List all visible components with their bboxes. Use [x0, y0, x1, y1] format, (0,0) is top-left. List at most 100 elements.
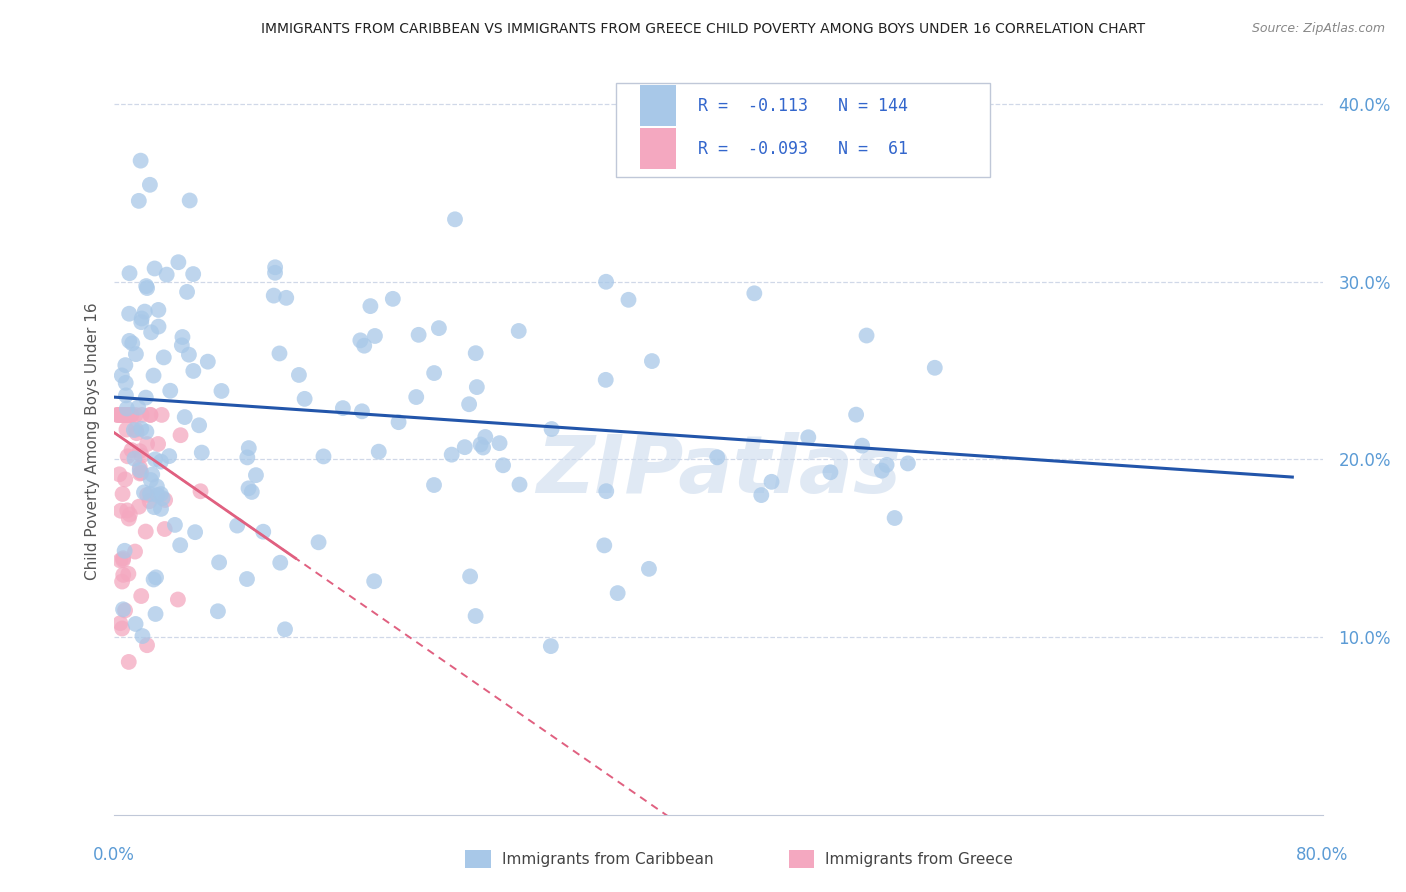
Point: [464, 609, 486, 624]
Point: [855, 328, 877, 343]
Point: [617, 293, 640, 307]
Point: [132, 485, 155, 500]
Point: [111, 487, 134, 501]
Point: [110, 553, 132, 567]
Point: [115, 423, 138, 437]
Point: [108, 408, 131, 422]
Point: [139, 473, 162, 487]
Point: [129, 422, 152, 436]
Point: [238, 441, 260, 455]
Point: [135, 425, 157, 439]
Point: [125, 426, 148, 441]
Point: [138, 494, 160, 508]
Point: [115, 503, 138, 517]
Point: [245, 468, 267, 483]
Point: [135, 524, 157, 539]
Point: [207, 604, 229, 618]
Point: [350, 404, 373, 418]
Point: [112, 551, 135, 566]
Point: [131, 311, 153, 326]
Point: [294, 392, 316, 406]
Point: [118, 655, 141, 669]
Point: [146, 488, 169, 502]
Point: [226, 518, 249, 533]
Point: [111, 622, 134, 636]
Point: [129, 466, 152, 480]
Point: [146, 479, 169, 493]
Point: [269, 556, 291, 570]
Point: [423, 478, 446, 492]
Point: [405, 390, 427, 404]
Point: [876, 458, 898, 472]
Point: [135, 391, 157, 405]
Point: [367, 444, 389, 458]
Point: [408, 327, 430, 342]
Point: [118, 408, 141, 422]
Point: [540, 639, 562, 653]
Point: [148, 302, 170, 317]
Point: [139, 178, 162, 192]
Point: [263, 288, 285, 302]
Point: [128, 194, 150, 208]
Point: [474, 430, 496, 444]
Point: [312, 450, 335, 464]
Point: [387, 415, 409, 429]
Point: [167, 255, 190, 269]
Point: [112, 602, 135, 616]
Point: [121, 336, 143, 351]
Point: [641, 354, 664, 368]
Point: [269, 346, 291, 360]
Point: [252, 524, 274, 539]
Point: [595, 373, 617, 387]
Point: [150, 408, 173, 422]
Point: [595, 275, 617, 289]
Point: [114, 376, 136, 390]
Point: [108, 408, 131, 422]
Point: [238, 481, 260, 495]
Point: [148, 319, 170, 334]
Point: [111, 408, 134, 422]
Point: [308, 535, 330, 549]
Point: [135, 279, 157, 293]
Point: [156, 268, 179, 282]
Point: [264, 260, 287, 275]
Point: [136, 437, 159, 451]
Point: [114, 472, 136, 486]
Point: [125, 422, 148, 436]
Point: [851, 439, 873, 453]
Point: [114, 408, 136, 422]
Point: [264, 266, 287, 280]
Point: [112, 408, 135, 422]
Point: [117, 566, 139, 581]
Point: [159, 384, 181, 398]
Point: [173, 410, 195, 425]
Point: [114, 408, 136, 422]
Point: [114, 358, 136, 372]
Point: [181, 267, 204, 281]
Point: [153, 493, 176, 508]
Point: [120, 408, 142, 422]
Y-axis label: Child Poverty Among Boys Under 16: Child Poverty Among Boys Under 16: [86, 302, 100, 581]
Point: [540, 422, 562, 436]
Point: [107, 408, 129, 422]
Point: [105, 408, 128, 422]
Point: [118, 511, 141, 525]
Point: [749, 488, 772, 502]
Point: [124, 451, 146, 466]
Point: [142, 573, 165, 587]
Point: [146, 437, 169, 451]
Point: [288, 368, 311, 382]
Point: [508, 324, 530, 338]
Point: [149, 487, 172, 501]
FancyBboxPatch shape: [616, 84, 990, 177]
Text: IMMIGRANTS FROM CARIBBEAN VS IMMIGRANTS FROM GREECE CHILD POVERTY AMONG BOYS UND: IMMIGRANTS FROM CARIBBEAN VS IMMIGRANTS …: [262, 22, 1144, 37]
Point: [152, 491, 174, 505]
Point: [464, 346, 486, 360]
Bar: [640, 85, 676, 126]
Point: [797, 430, 820, 444]
Point: [761, 475, 783, 489]
Point: [208, 556, 231, 570]
Point: [190, 484, 212, 499]
Point: [120, 408, 142, 422]
Text: Immigrants from Caribbean: Immigrants from Caribbean: [502, 852, 713, 867]
